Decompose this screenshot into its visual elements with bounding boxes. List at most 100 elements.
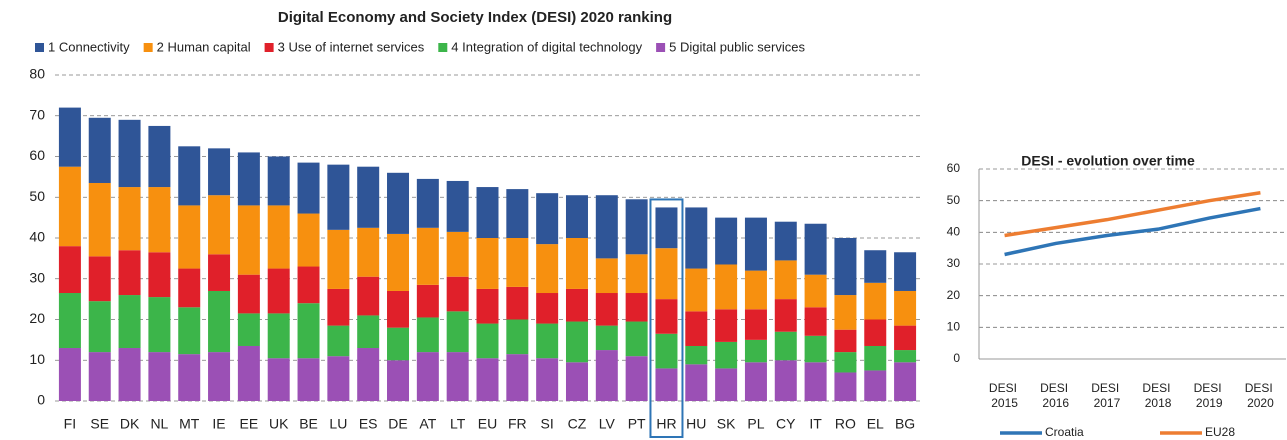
x-tick-label: FR	[508, 416, 527, 432]
bar-segment	[148, 187, 171, 253]
bar-segment	[237, 345, 260, 401]
x-tick-label: NL	[150, 416, 168, 432]
bar-segment	[297, 358, 320, 401]
line-series	[1004, 191, 1261, 238]
bar-segment	[715, 341, 738, 369]
x-tick-label-line: 2016	[1042, 396, 1069, 410]
bar-segment	[804, 274, 827, 308]
x-tick-label: EU	[478, 416, 497, 432]
bar-segment	[625, 356, 648, 401]
bar-segment	[774, 299, 797, 332]
legend-swatch	[143, 43, 153, 52]
bar-segment	[625, 321, 648, 357]
bar-segment	[446, 352, 469, 401]
bar-segment	[506, 189, 529, 238]
legend-label: 1 Connectivity	[48, 39, 130, 54]
bar-segment	[536, 293, 559, 324]
line-series	[1004, 206, 1261, 257]
bar-segment	[446, 311, 469, 353]
bar-segment	[625, 199, 648, 255]
x-tick-label-line: DESI	[1040, 381, 1071, 395]
x-tick-label: DESI 2016	[1040, 381, 1071, 410]
bar-segment	[148, 125, 171, 188]
bar-segment	[267, 313, 290, 359]
bar-segment	[864, 370, 887, 401]
bar-segment	[118, 187, 141, 251]
bar-segment	[894, 362, 917, 401]
bar-segment	[327, 288, 350, 326]
bar-segment	[58, 348, 81, 401]
bar-segment	[446, 180, 469, 232]
x-tick-label: DESI 2018	[1142, 381, 1173, 410]
bar-segment	[476, 323, 499, 359]
bar-segment	[685, 345, 708, 365]
y-tick-label: 60	[947, 161, 961, 175]
bar-segment	[774, 331, 797, 361]
bar-segment	[536, 323, 559, 359]
bar-segment	[476, 288, 499, 324]
y-tick-label: 30	[947, 256, 961, 270]
x-tick-label: PL	[747, 416, 764, 432]
legend-label: 4 Integration of digital technology	[451, 39, 642, 54]
bar-segment	[297, 303, 320, 359]
x-tick-label-line: DESI	[989, 381, 1020, 395]
bar-segment	[416, 284, 439, 318]
legend-label: EU28	[1205, 425, 1235, 439]
bar-segment	[894, 290, 917, 326]
bar-segment	[685, 268, 708, 312]
bar-segment	[446, 276, 469, 312]
x-tick-label: DK	[120, 416, 140, 432]
bar-segment	[267, 358, 290, 401]
bar-segment	[237, 152, 260, 206]
bar-segment	[655, 248, 678, 300]
y-tick-label: 20	[29, 310, 45, 326]
bar-segment	[237, 274, 260, 314]
bar-segment	[297, 213, 320, 267]
bar-segment	[506, 319, 529, 355]
x-tick-label: PT	[628, 416, 646, 432]
x-tick-label: DESI 2019	[1194, 381, 1225, 410]
bar-segment	[297, 266, 320, 304]
bar-segment	[118, 295, 141, 349]
bar-segment	[744, 217, 767, 271]
bar-segment	[864, 282, 887, 320]
bar-segment	[387, 360, 410, 401]
bar-segment	[774, 221, 797, 261]
bar-segment	[565, 362, 588, 401]
legend-label: Croatia	[1045, 425, 1084, 439]
bar-segment	[178, 268, 201, 308]
x-tick-label: EL	[867, 416, 884, 432]
y-tick-label: 40	[947, 225, 961, 239]
y-tick-label: 40	[29, 229, 45, 245]
y-tick-label: 10	[947, 320, 961, 334]
bar-segment	[536, 193, 559, 245]
bar-segment	[715, 217, 738, 265]
y-tick-label: 0	[953, 351, 960, 365]
x-tick-label: HR	[656, 416, 676, 432]
bar-segment	[58, 166, 81, 247]
bar-segment	[595, 195, 618, 259]
x-tick-label: LU	[329, 416, 347, 432]
bar-segment	[118, 119, 141, 188]
bar-segment	[744, 362, 767, 401]
bar-segment	[625, 293, 648, 322]
x-tick-label: IE	[212, 416, 225, 432]
x-tick-label-line: 2018	[1145, 396, 1172, 410]
bar-segment	[327, 164, 350, 230]
x-tick-label: UK	[269, 416, 289, 432]
x-tick-label-line: 2017	[1094, 396, 1121, 410]
bar-segment	[357, 166, 380, 228]
bar-segment	[565, 288, 588, 322]
bar-segment	[744, 339, 767, 363]
bar-segment	[894, 350, 917, 363]
x-tick-label: ES	[359, 416, 378, 432]
bar-segment	[894, 325, 917, 351]
bar-segment	[58, 293, 81, 349]
bar-segment	[744, 309, 767, 340]
bar-segment	[327, 325, 350, 357]
bar-segment	[148, 297, 171, 353]
bar-segment	[565, 321, 588, 363]
bar-segment	[267, 205, 290, 269]
x-tick-label: CY	[776, 416, 796, 432]
